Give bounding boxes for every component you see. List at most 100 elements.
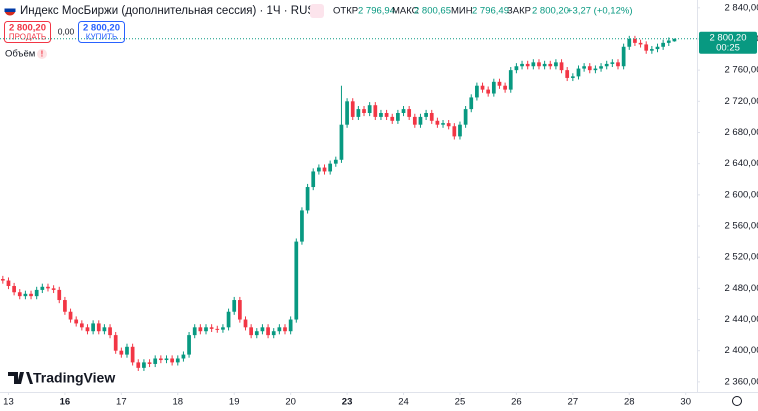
- sell-button[interactable]: [4, 21, 51, 43]
- candle-body: [367, 105, 372, 114]
- candle-body: [649, 49, 654, 51]
- candle-body: [260, 327, 265, 332]
- hide-button[interactable]: [310, 4, 324, 18]
- candle-body: [396, 113, 400, 121]
- candle-body: [475, 85, 479, 98]
- x-tick-label: 16: [60, 397, 71, 408]
- candle-body: [215, 328, 220, 330]
- y-tick-label: 2 480,00: [725, 283, 758, 294]
- candle-body: [136, 362, 141, 368]
- x-tick-label: 27: [568, 397, 579, 408]
- candle-body: [322, 167, 327, 172]
- y-tick-label: 2 560,00: [725, 221, 758, 232]
- candle-body: [283, 327, 287, 332]
- candle-body: [119, 350, 124, 355]
- candle-body: [644, 44, 649, 51]
- x-tick-label: 26: [511, 397, 522, 408]
- candle-body: [158, 358, 163, 361]
- candle-body: [446, 123, 451, 127]
- candle-body: [390, 116, 395, 121]
- candle-body: [435, 120, 440, 125]
- candle-body: [170, 358, 174, 363]
- candle-body: [51, 288, 56, 290]
- candle-body: [661, 42, 666, 47]
- x-tick-label: 28: [624, 397, 635, 408]
- candle-body: [63, 300, 67, 312]
- y-tick-label: 2 360,00: [725, 376, 758, 387]
- y-tick-label: 2 640,00: [725, 158, 758, 169]
- candle-body: [300, 210, 304, 242]
- candle-body: [666, 40, 671, 43]
- volume-warning[interactable]: [37, 49, 47, 59]
- candle-body: [548, 63, 553, 67]
- y-tick-label: 2 680,00: [725, 127, 758, 138]
- candle-body: [384, 113, 389, 117]
- flag-top: [4, 4, 16, 9]
- logo-text: TradingView: [33, 370, 115, 386]
- candle-body: [593, 68, 598, 71]
- x-tick-label: 13: [3, 397, 14, 408]
- change-value: +3,27 (+0,12%): [567, 6, 633, 17]
- last-price-label: 2 800,20: [710, 32, 747, 43]
- candle-body: [271, 331, 276, 336]
- candle-body: [379, 113, 383, 117]
- candle-body: [6, 280, 11, 287]
- candle-body: [317, 167, 321, 172]
- candle-body: [514, 66, 519, 71]
- buy-button[interactable]: [78, 21, 125, 43]
- candle-body: [181, 354, 186, 359]
- candle-body: [232, 300, 237, 312]
- settings-button[interactable]: [732, 396, 742, 406]
- candle-body: [333, 159, 338, 164]
- candle-body: [627, 38, 632, 47]
- candle-body: [34, 289, 39, 297]
- candle-body: [520, 63, 524, 67]
- candle-body: [345, 101, 349, 125]
- candle-body: [288, 319, 293, 332]
- candle-body: [130, 346, 135, 363]
- candle-body: [17, 292, 22, 297]
- high-label: МАКС: [392, 6, 419, 17]
- x-tick-label: 24: [398, 397, 409, 408]
- volume-label: Объём: [5, 49, 35, 60]
- y-tick-label: 2 760,00: [725, 65, 758, 76]
- candle-body: [604, 63, 609, 67]
- candle-body: [424, 113, 428, 117]
- candle-body: [23, 293, 28, 297]
- candle-body: [266, 327, 270, 336]
- open-label: ОТКР: [333, 6, 358, 17]
- candle-body: [57, 289, 62, 301]
- candle-body: [356, 109, 361, 117]
- open-value: 2 796,94: [358, 6, 395, 17]
- candle-body: [486, 89, 491, 94]
- candle-body: [452, 126, 457, 137]
- candle-body: [237, 300, 242, 320]
- candle-body: [497, 81, 502, 86]
- candle-body: [525, 63, 530, 67]
- candle-body: [362, 109, 366, 114]
- candle-body: [616, 62, 620, 67]
- buy-price: 2 800,20: [83, 23, 120, 34]
- candle-body: [531, 62, 536, 67]
- candle-body: [418, 116, 423, 125]
- candle-body: [350, 101, 355, 117]
- candle-body: [221, 327, 225, 330]
- x-tick-label: 20: [285, 397, 296, 408]
- candle-body: [554, 62, 558, 67]
- candle-body: [46, 286, 50, 289]
- candle-body: [91, 323, 95, 332]
- y-tick-label: 2 400,00: [725, 345, 758, 356]
- candle-body: [254, 331, 259, 336]
- candle-body: [373, 105, 378, 117]
- candle-body: [429, 113, 434, 121]
- candle-body: [559, 62, 564, 71]
- candle-body: [198, 327, 203, 332]
- y-tick-label: 2 600,00: [725, 189, 758, 200]
- volume-warning-icon: !: [41, 50, 44, 59]
- candle-body: [108, 327, 112, 336]
- y-tick-label: 2 520,00: [725, 252, 758, 263]
- candle-body: [480, 85, 485, 90]
- candle-body: [305, 187, 310, 211]
- low-value: 2 796,49: [472, 6, 509, 17]
- candle-body: [469, 97, 474, 110]
